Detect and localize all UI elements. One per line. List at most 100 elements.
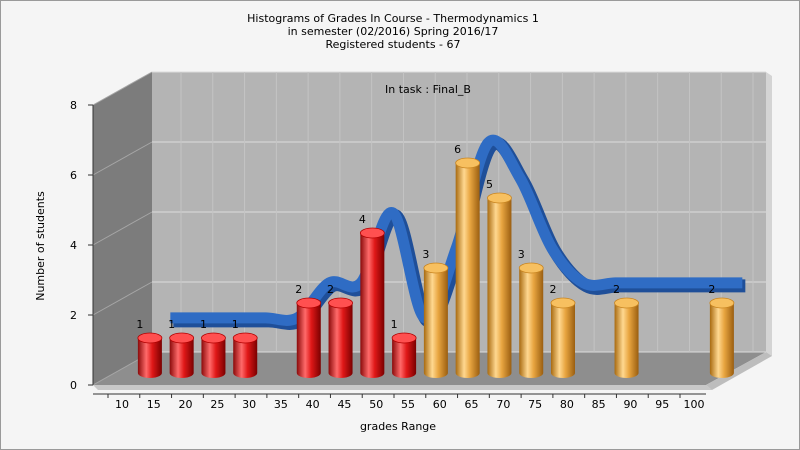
chart-title-line-2: in semester (02/2016) Spring 2016/17 — [288, 25, 499, 38]
bar-13: 2 — [613, 283, 639, 378]
bar-9: 6 — [454, 143, 481, 378]
x-tick-label-5: 35 — [274, 398, 288, 411]
bar-value-label-7: 1 — [391, 318, 398, 331]
bar-body-3 — [233, 338, 258, 378]
y-axis-label: Number of students — [34, 191, 47, 301]
bar-value-label-14: 2 — [708, 283, 715, 296]
bar-value-label-8: 3 — [422, 248, 429, 261]
bar-0: 1 — [136, 318, 163, 378]
bar-value-label-4: 2 — [295, 283, 302, 296]
bar-value-label-1: 1 — [168, 318, 175, 331]
x-axis-label: grades Range — [360, 420, 436, 433]
y-tick-label-3: 6 — [70, 169, 77, 182]
bar-12: 2 — [550, 283, 576, 378]
x-tick-label-14: 80 — [560, 398, 574, 411]
x-tick-label-18: 100 — [684, 398, 705, 411]
y-tick-label-1: 2 — [70, 309, 77, 322]
bar-body-14 — [709, 303, 734, 378]
y-tick-label-4: 8 — [70, 99, 77, 112]
bar-value-label-13: 2 — [613, 283, 620, 296]
x-tick-label-4: 30 — [242, 398, 256, 411]
x-tick-label-8: 50 — [369, 398, 383, 411]
x-tick-label-1: 15 — [147, 398, 161, 411]
plot-floor-right-edge — [706, 352, 772, 390]
x-tick-label-12: 70 — [496, 398, 510, 411]
bar-top-1 — [169, 332, 195, 344]
bar-body-8 — [423, 268, 448, 378]
bar-top-3 — [232, 332, 258, 344]
bar-value-label-6: 4 — [359, 213, 366, 226]
plot-bottom-edge — [93, 385, 712, 390]
bar-body-0 — [137, 338, 162, 378]
bar-3: 1 — [232, 318, 258, 378]
bar-5: 2 — [327, 283, 353, 378]
chart-subtitle: In task : Final_B — [385, 83, 471, 96]
bar-top-14 — [709, 297, 735, 309]
bar-value-label-2: 1 — [200, 318, 207, 331]
bar-value-label-11: 3 — [518, 248, 525, 261]
bar-body-5 — [328, 303, 353, 378]
bar-body-13 — [614, 303, 639, 378]
y-tick-label-0: 0 — [70, 379, 77, 392]
bar-4: 2 — [295, 283, 322, 378]
bar-top-13 — [614, 297, 639, 309]
grid-line-side-4 — [92, 71, 153, 106]
x-tick-label-2: 20 — [179, 398, 193, 411]
y-tick-label-2: 4 — [70, 239, 77, 252]
chart-title-line-1: Histograms of Grades In Course - Thermod… — [247, 12, 539, 25]
bar-series: 1 1 1 1 2 2 4 1 3 6 5 3 2 2 2 — [136, 143, 735, 378]
bar-14: 2 — [708, 283, 735, 378]
bar-top-2 — [201, 332, 226, 344]
bar-body-2 — [201, 338, 226, 378]
bar-body-10 — [487, 198, 512, 378]
bar-top-9 — [455, 157, 481, 169]
x-tick-label-10: 60 — [433, 398, 447, 411]
bar-7: 1 — [391, 318, 417, 378]
bar-top-5 — [328, 297, 353, 309]
bar-value-label-5: 2 — [327, 283, 334, 296]
bar-value-label-0: 1 — [136, 318, 143, 331]
bar-value-label-9: 6 — [454, 143, 461, 156]
grid-line-side-1 — [92, 281, 153, 316]
x-tick-label-17: 95 — [655, 398, 669, 411]
bar-10: 5 — [486, 178, 512, 378]
bar-top-8 — [423, 262, 449, 274]
x-tick-label-13: 75 — [528, 398, 542, 411]
bar-top-6 — [359, 227, 385, 239]
bar-top-12 — [550, 297, 576, 309]
bar-body-11 — [519, 268, 544, 378]
bar-value-label-10: 5 — [486, 178, 493, 191]
bar-body-4 — [296, 303, 321, 378]
bar-11: 3 — [518, 248, 544, 378]
bar-body-7 — [392, 338, 417, 378]
bar-top-0 — [137, 332, 163, 344]
bar-top-7 — [391, 332, 417, 344]
bar-body-9 — [455, 163, 480, 378]
x-tick-label-11: 65 — [465, 398, 479, 411]
x-tick-label-7: 45 — [337, 398, 351, 411]
x-tick-label-16: 90 — [623, 398, 637, 411]
x-tick-label-15: 85 — [592, 398, 606, 411]
x-tick-label-3: 25 — [210, 398, 224, 411]
bar-6: 4 — [359, 213, 385, 378]
bar-top-4 — [296, 297, 322, 309]
bar-body-1 — [169, 338, 194, 378]
bar-body-6 — [360, 233, 385, 378]
grid-line-side-2 — [92, 211, 153, 246]
x-tick-label-9: 55 — [401, 398, 415, 411]
bar-value-label-3: 1 — [232, 318, 239, 331]
x-tick-label-6: 40 — [306, 398, 320, 411]
bar-body-12 — [551, 303, 575, 378]
bar-8: 3 — [422, 248, 449, 378]
bar-top-11 — [518, 262, 544, 274]
grid-line-side-3 — [92, 141, 153, 176]
x-tick-label-0: 10 — [115, 398, 129, 411]
bar-1: 1 — [168, 318, 195, 378]
bar-value-label-12: 2 — [550, 283, 557, 296]
bar-2: 1 — [200, 318, 226, 378]
bar-top-10 — [487, 192, 512, 204]
chart-title-line-3: Registered students - 67 — [325, 38, 460, 51]
plot-right-edge — [766, 72, 772, 356]
